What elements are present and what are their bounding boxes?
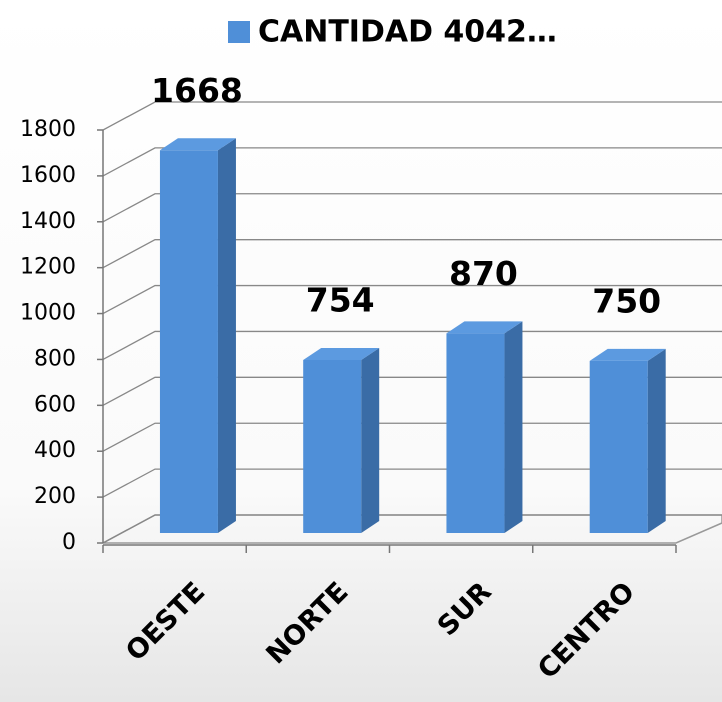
grid-line: [102, 101, 722, 131]
grid-line: [102, 284, 722, 315]
grid-line: [102, 468, 722, 498]
y-tick-label: 600: [34, 392, 76, 417]
bar: [446, 333, 505, 533]
y-tick-label: 1000: [20, 301, 76, 326]
bar-top: [159, 138, 236, 151]
y-tick-label: 200: [34, 484, 76, 509]
bar: [303, 359, 362, 533]
y-tick-label: 1800: [20, 117, 76, 142]
y-tick-label: 1200: [20, 255, 76, 280]
data-label: 750: [592, 281, 661, 320]
bar-side: [647, 348, 666, 533]
bar-side: [217, 138, 236, 533]
grid-line: [102, 376, 722, 406]
bar: [159, 150, 218, 533]
y-tick-label: 1400: [20, 209, 76, 234]
grid-line: [102, 147, 722, 177]
grid-line: [102, 239, 722, 269]
grid-line: [102, 330, 722, 361]
y-tick-label: 0: [62, 530, 76, 555]
bar-side: [361, 347, 380, 533]
grid-line: [102, 514, 722, 544]
legend-label: CANTIDAD 4042…: [258, 15, 557, 50]
y-tick-label: 800: [34, 346, 76, 371]
legend-swatch: [228, 21, 250, 43]
data-label: 870: [449, 254, 518, 293]
data-label: 1668: [151, 71, 243, 110]
grid-line: [102, 422, 722, 452]
y-tick-label: 400: [34, 438, 76, 463]
bar: [589, 360, 648, 533]
grid-line: [102, 193, 722, 223]
bar-side: [504, 321, 523, 533]
bar-top: [446, 321, 523, 334]
bar-top: [303, 347, 380, 360]
bar-top: [589, 348, 666, 361]
data-label: 754: [306, 280, 375, 319]
y-tick-label: 1600: [20, 163, 76, 188]
